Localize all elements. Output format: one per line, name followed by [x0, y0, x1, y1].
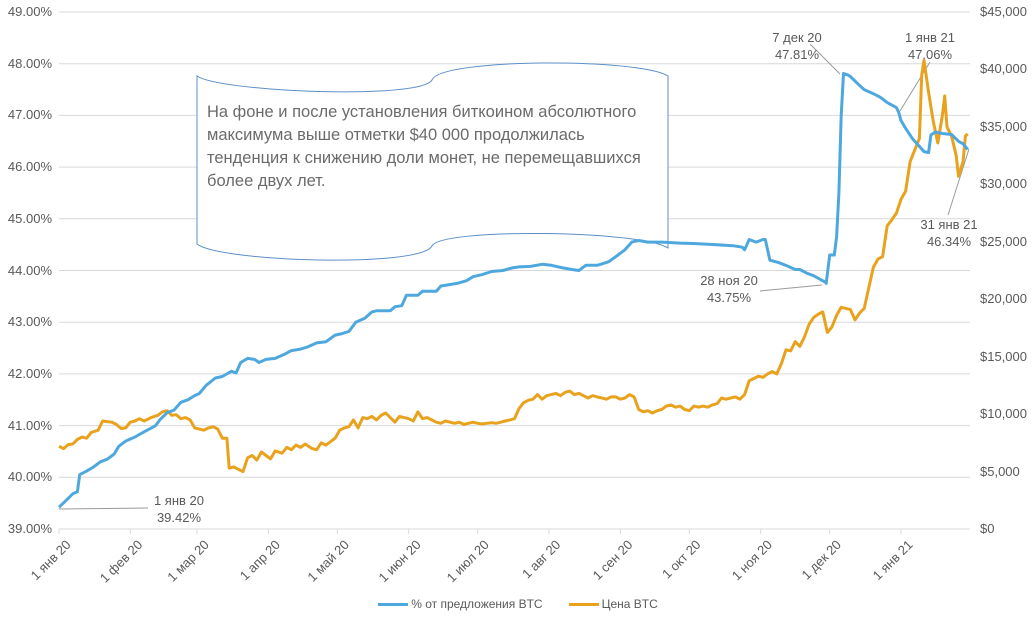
annotation-date: 31 янв 21	[920, 217, 978, 232]
legend-item-price[interactable]: Цена BTC	[568, 597, 658, 611]
callout-text: На фоне и после установления биткоином а…	[207, 103, 641, 190]
annotation-start: 1 янв 20 39.42%	[148, 492, 210, 526]
y-right-tick-label: $20,000	[980, 291, 1027, 307]
y-left-tick-label: 42.00%	[7, 365, 52, 381]
annotation-date: 7 дек 20	[772, 30, 822, 45]
y-left-tick-label: 49.00%	[7, 4, 52, 19]
y-right-tick-label: $25,000	[980, 233, 1027, 249]
y-right-tick-label: $0	[980, 521, 995, 536]
legend-swatch-price-icon	[568, 602, 599, 606]
y-left-tick-label: 48.00%	[7, 55, 52, 71]
annotation-date: 1 янв 21	[904, 30, 956, 45]
y-left-tick-label: 40.00%	[7, 469, 52, 485]
annotation-value: 47.81%	[774, 47, 820, 62]
y-left-tick-label: 45.00%	[7, 210, 52, 226]
annotation-date: 1 янв 20	[153, 493, 205, 508]
y-left-tick-label: 46.00%	[7, 159, 52, 175]
y-right-tick-label: $15,000	[980, 348, 1027, 364]
y-left-tick-label: 44.00%	[7, 262, 52, 278]
annotation-low: 28 ноя 20 43.75%	[696, 272, 762, 306]
y-right-tick-label: $35,000	[980, 118, 1027, 134]
y-right-tick-label: $30,000	[980, 176, 1027, 192]
callout-scroll-shape	[196, 62, 669, 261]
annotation-end: 31 янв 21 46.34%	[920, 216, 978, 250]
annotation-value: 43.75%	[706, 290, 752, 305]
y-right-tick-label: $40,000	[980, 61, 1027, 77]
y-right-tick-label: $5,000	[980, 463, 1020, 479]
y-left-tick-label: 41.00%	[7, 417, 52, 433]
y-left-tick-label: 43.00%	[7, 314, 52, 330]
y-right-tick-label: $10,000	[980, 406, 1027, 422]
legend-label: % от предложения BTC	[411, 597, 543, 611]
annotation-new-year: 1 янв 21 47.06%	[902, 29, 958, 63]
legend-swatch-supply-icon	[378, 602, 409, 606]
legend: % от предложения BTC Цена BTC	[0, 597, 1036, 611]
annotation-peak: 7 дек 20 47.81%	[766, 29, 828, 63]
x-axis-tick-marks	[58, 529, 902, 534]
annotation-value: 46.34%	[926, 234, 972, 249]
legend-item-supply[interactable]: % от предложения BTC	[378, 597, 543, 611]
y-right-tick-label: $45,000	[980, 4, 1027, 19]
annotation-leader-lines	[58, 43, 970, 510]
annotation-value: 47.06%	[907, 47, 953, 62]
annotation-value: 39.42%	[156, 510, 202, 525]
y-left-tick-label: 39.00%	[7, 521, 52, 536]
y-left-tick-label: 47.00%	[7, 107, 52, 123]
legend-label: Цена BTC	[601, 597, 658, 611]
annotation-date: 28 ноя 20	[700, 273, 758, 288]
series-line-price-btc	[58, 58, 969, 474]
series-line-supply-percent	[57, 72, 969, 509]
